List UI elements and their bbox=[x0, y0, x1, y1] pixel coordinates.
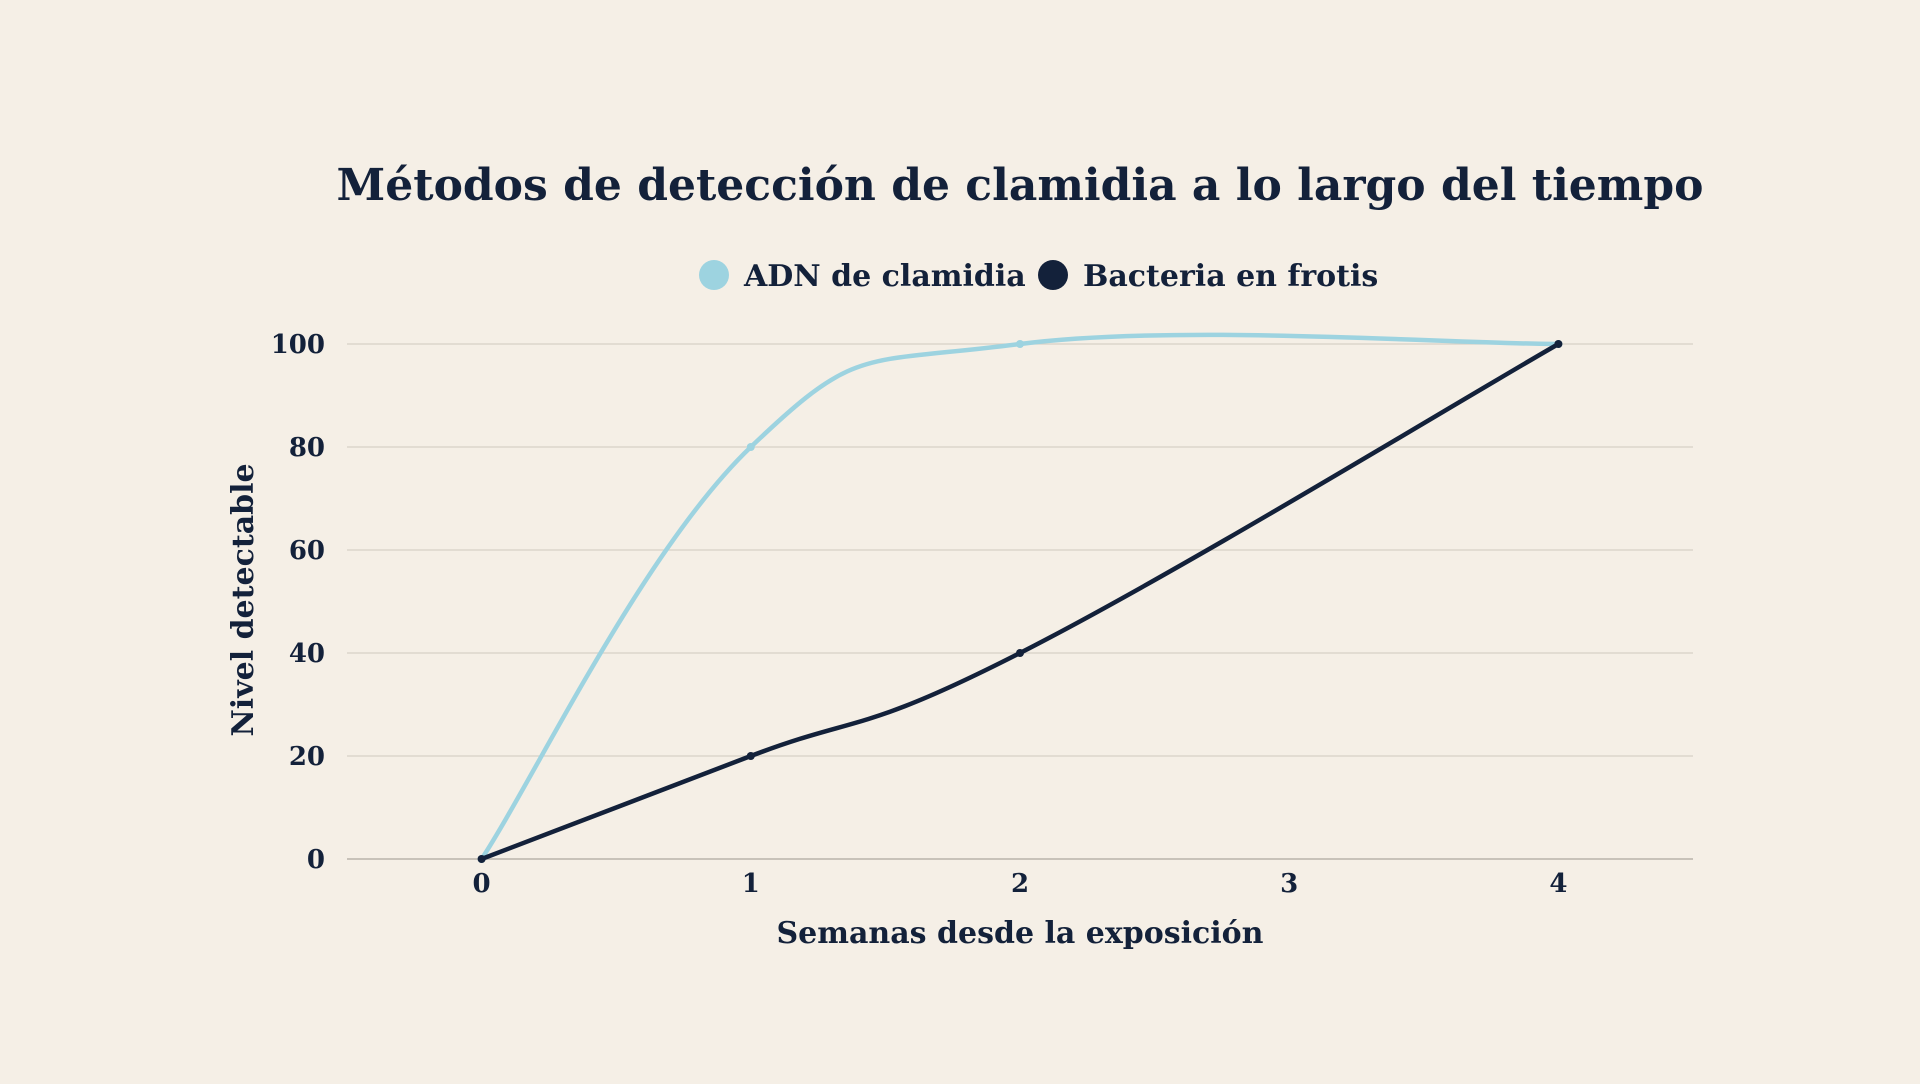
x-axis-ticks: 0 1 2 3 4 bbox=[473, 869, 1568, 899]
x-tick-label-4: 4 bbox=[1549, 869, 1567, 899]
y-tick-label-60: 60 bbox=[289, 536, 325, 566]
x-tick-label-3: 3 bbox=[1280, 869, 1298, 899]
y-tick-label-80: 80 bbox=[289, 433, 325, 463]
x-axis-label: Semanas desde la exposición bbox=[777, 916, 1264, 951]
x-tick-label-2: 2 bbox=[1011, 869, 1029, 899]
y-axis-ticks: 0 20 40 60 80 100 bbox=[271, 330, 325, 875]
data-point-bacteria-4[interactable] bbox=[1554, 340, 1563, 348]
data-point-bacteria-2[interactable] bbox=[1016, 649, 1024, 657]
y-axis-label: Nivel detectable bbox=[226, 463, 261, 736]
legend-label-bacteria: Bacteria en frotis bbox=[1083, 259, 1378, 294]
series-line-adn bbox=[479, 332, 1561, 862]
legend-label-adn: ADN de clamidia bbox=[743, 259, 1026, 294]
x-tick-label-0: 0 bbox=[473, 869, 491, 899]
legend: ADN de clamidia Bacteria en frotis bbox=[699, 259, 1378, 294]
x-tick-label-1: 1 bbox=[742, 869, 760, 899]
series-line-bacteria bbox=[479, 341, 1561, 862]
gridlines bbox=[347, 343, 1693, 860]
legend-marker-bacteria bbox=[1038, 260, 1068, 290]
data-point-adn-1[interactable] bbox=[746, 443, 755, 451]
legend-item-bacteria[interactable]: Bacteria en frotis bbox=[1038, 259, 1378, 294]
legend-item-adn[interactable]: ADN de clamidia bbox=[699, 259, 1026, 294]
data-point-adn-2[interactable] bbox=[1016, 340, 1024, 348]
chart-title: Métodos de detección de clamidia a lo la… bbox=[337, 160, 1704, 211]
data-point-bacteria-1[interactable] bbox=[746, 752, 755, 760]
data-point-bacteria-0[interactable] bbox=[477, 855, 486, 863]
legend-marker-adn bbox=[699, 260, 729, 290]
y-tick-label-0: 0 bbox=[307, 845, 325, 875]
series-lines bbox=[477, 332, 1563, 863]
y-tick-label-100: 100 bbox=[271, 330, 325, 360]
y-tick-label-40: 40 bbox=[289, 639, 325, 669]
y-tick-label-20: 20 bbox=[289, 742, 325, 772]
